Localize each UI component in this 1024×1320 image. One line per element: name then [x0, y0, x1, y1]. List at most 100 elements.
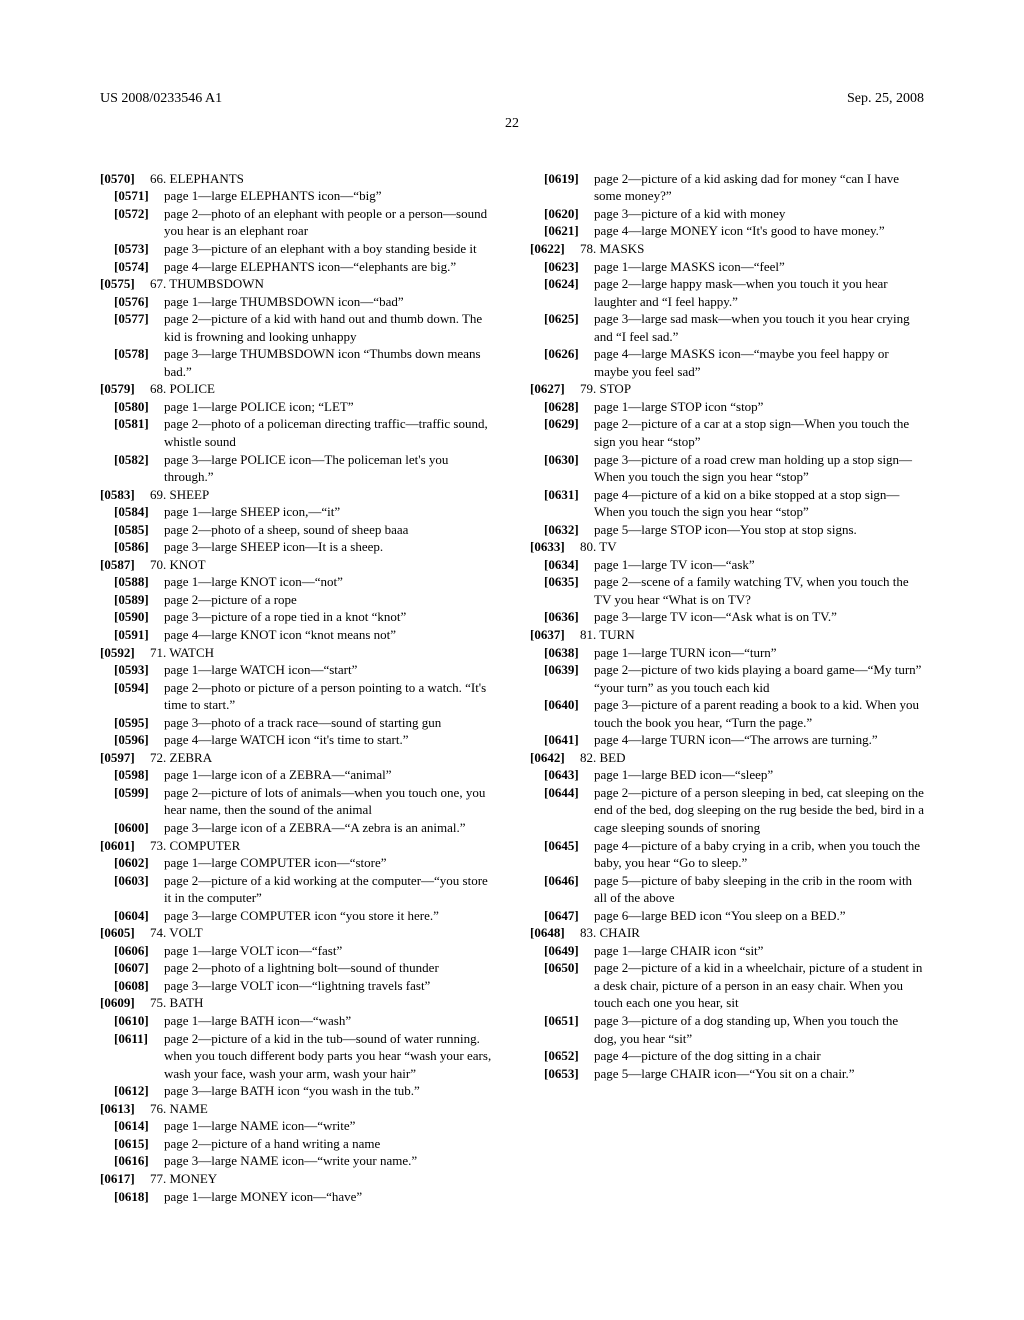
paragraph-entry: [0653]page 5—large CHAIR icon—“You sit o…	[530, 1065, 924, 1083]
paragraph-number: [0647]	[544, 907, 594, 925]
paragraph-entry: [0641]page 4—large TURN icon—“The arrows…	[530, 731, 924, 749]
paragraph-entry: [0642]82. BED	[530, 749, 924, 767]
paragraph-entry: [0609]75. BATH	[100, 994, 494, 1012]
paragraph-entry: [0572]page 2—photo of an elephant with p…	[100, 205, 494, 240]
paragraph-text: page 1—large MONEY icon—“have”	[164, 1188, 494, 1206]
paragraph-text: 75. BATH	[150, 994, 494, 1012]
paragraph-entry: [0588]page 1—large KNOT icon—“not”	[100, 573, 494, 591]
paragraph-text: 69. SHEEP	[150, 486, 494, 504]
paragraph-entry: [0580]page 1—large POLICE icon; “LET”	[100, 398, 494, 416]
paragraph-entry: [0643]page 1—large BED icon—“sleep”	[530, 766, 924, 784]
paragraph-entry: [0573]page 3—picture of an elephant with…	[100, 240, 494, 258]
paragraph-number: [0596]	[114, 731, 164, 749]
paragraph-entry: [0610]page 1—large BATH icon—“wash”	[100, 1012, 494, 1030]
paragraph-text: page 4—picture of the dog sitting in a c…	[594, 1047, 924, 1065]
paragraph-number: [0619]	[544, 170, 594, 205]
paragraph-text: page 3—large BATH icon “you wash in the …	[164, 1082, 494, 1100]
paragraph-entry: [0587]70. KNOT	[100, 556, 494, 574]
paragraph-text: 72. ZEBRA	[150, 749, 494, 767]
paragraph-number: [0622]	[530, 240, 580, 258]
paragraph-entry: [0595]page 3—photo of a track race—sound…	[100, 714, 494, 732]
content-columns: [0570]66. ELEPHANTS[0571]page 1—large EL…	[100, 170, 924, 1240]
paragraph-number: [0638]	[544, 644, 594, 662]
paragraph-number: [0637]	[530, 626, 580, 644]
paragraph-entry: [0651]page 3—picture of a dog standing u…	[530, 1012, 924, 1047]
paragraph-entry: [0644]page 2—picture of a person sleepin…	[530, 784, 924, 837]
paragraph-number: [0644]	[544, 784, 594, 837]
paragraph-entry: [0617]77. MONEY	[100, 1170, 494, 1188]
paragraph-entry: [0586]page 3—large SHEEP icon—It is a sh…	[100, 538, 494, 556]
paragraph-text: page 1—large CHAIR icon “sit”	[594, 942, 924, 960]
paragraph-entry: [0648]83. CHAIR	[530, 924, 924, 942]
paragraph-text: page 3—large THUMBSDOWN icon “Thumbs dow…	[164, 345, 494, 380]
paragraph-text: page 3—picture of a dog standing up, Whe…	[594, 1012, 924, 1047]
doc-number: US 2008/0233546 A1	[100, 90, 222, 109]
paragraph-text: page 3—picture of a kid with money	[594, 205, 924, 223]
doc-date: Sep. 25, 2008	[847, 90, 924, 109]
paragraph-text: page 3—large icon of a ZEBRA—“A zebra is…	[164, 819, 494, 837]
paragraph-text: page 2—photo of an elephant with people …	[164, 205, 494, 240]
paragraph-text: page 4—large KNOT icon “knot means not”	[164, 626, 494, 644]
paragraph-text: page 2—picture of a kid with hand out an…	[164, 310, 494, 345]
paragraph-text: page 1—large KNOT icon—“not”	[164, 573, 494, 591]
paragraph-number: [0603]	[114, 872, 164, 907]
paragraph-entry: [0650]page 2—picture of a kid in a wheel…	[530, 959, 924, 1012]
paragraph-number: [0633]	[530, 538, 580, 556]
paragraph-text: page 3—large SHEEP icon—It is a sheep.	[164, 538, 494, 556]
paragraph-text: page 3—large sad mask—when you touch it …	[594, 310, 924, 345]
paragraph-number: [0589]	[114, 591, 164, 609]
paragraph-number: [0621]	[544, 222, 594, 240]
paragraph-entry: [0622]78. MASKS	[530, 240, 924, 258]
paragraph-text: 79. STOP	[580, 380, 924, 398]
paragraph-number: [0649]	[544, 942, 594, 960]
paragraph-text: page 2—picture of a hand writing a name	[164, 1135, 494, 1153]
paragraph-number: [0604]	[114, 907, 164, 925]
paragraph-number: [0634]	[544, 556, 594, 574]
paragraph-text: page 2—picture of a kid asking dad for m…	[594, 170, 924, 205]
paragraph-text: page 1—large BATH icon—“wash”	[164, 1012, 494, 1030]
paragraph-text: page 2—picture of a kid in a wheelchair,…	[594, 959, 924, 1012]
paragraph-text: page 2—picture of lots of animals—when y…	[164, 784, 494, 819]
paragraph-number: [0620]	[544, 205, 594, 223]
paragraph-text: page 6—large BED icon “You sleep on a BE…	[594, 907, 924, 925]
paragraph-number: [0580]	[114, 398, 164, 416]
paragraph-text: page 4—large TURN icon—“The arrows are t…	[594, 731, 924, 749]
paragraph-text: page 1—large WATCH icon—“start”	[164, 661, 494, 679]
paragraph-number: [0594]	[114, 679, 164, 714]
paragraph-entry: [0578]page 3—large THUMBSDOWN icon “Thum…	[100, 345, 494, 380]
paragraph-entry: [0598]page 1—large icon of a ZEBRA—“anim…	[100, 766, 494, 784]
paragraph-number: [0648]	[530, 924, 580, 942]
paragraph-text: page 3—large VOLT icon—“lightning travel…	[164, 977, 494, 995]
paragraph-entry: [0640]page 3—picture of a parent reading…	[530, 696, 924, 731]
paragraph-text: page 1—large TURN icon—“turn”	[594, 644, 924, 662]
paragraph-number: [0579]	[100, 380, 150, 398]
paragraph-entry: [0626]page 4—large MASKS icon—“maybe you…	[530, 345, 924, 380]
paragraph-number: [0593]	[114, 661, 164, 679]
paragraph-number: [0625]	[544, 310, 594, 345]
paragraph-text: page 1—large icon of a ZEBRA—“animal”	[164, 766, 494, 784]
paragraph-number: [0609]	[100, 994, 150, 1012]
paragraph-text: page 3—picture of a road crew man holdin…	[594, 451, 924, 486]
paragraph-entry: [0621]page 4—large MONEY icon “It's good…	[530, 222, 924, 240]
paragraph-entry: [0645]page 4—picture of a baby crying in…	[530, 837, 924, 872]
paragraph-entry: [0631]page 4—picture of a kid on a bike …	[530, 486, 924, 521]
paragraph-text: page 2—picture of a rope	[164, 591, 494, 609]
paragraph-entry: [0635]page 2—scene of a family watching …	[530, 573, 924, 608]
paragraph-text: page 2—picture of a car at a stop sign—W…	[594, 415, 924, 450]
paragraph-text: page 3—large COMPUTER icon “you store it…	[164, 907, 494, 925]
paragraph-number: [0585]	[114, 521, 164, 539]
paragraph-entry: [0607]page 2—photo of a lightning bolt—s…	[100, 959, 494, 977]
paragraph-number: [0623]	[544, 258, 594, 276]
paragraph-number: [0571]	[114, 187, 164, 205]
paragraph-entry: [0627]79. STOP	[530, 380, 924, 398]
paragraph-text: 77. MONEY	[150, 1170, 494, 1188]
paragraph-number: [0577]	[114, 310, 164, 345]
page-header: US 2008/0233546 A1 Sep. 25, 2008	[100, 90, 924, 109]
paragraph-text: page 4—picture of a baby crying in a cri…	[594, 837, 924, 872]
paragraph-text: 81. TURN	[580, 626, 924, 644]
paragraph-number: [0592]	[100, 644, 150, 662]
paragraph-entry: [0646]page 5—picture of baby sleeping in…	[530, 872, 924, 907]
paragraph-text: 74. VOLT	[150, 924, 494, 942]
paragraph-text: page 3—picture of a parent reading a boo…	[594, 696, 924, 731]
paragraph-entry: [0632]page 5—large STOP icon—You stop at…	[530, 521, 924, 539]
